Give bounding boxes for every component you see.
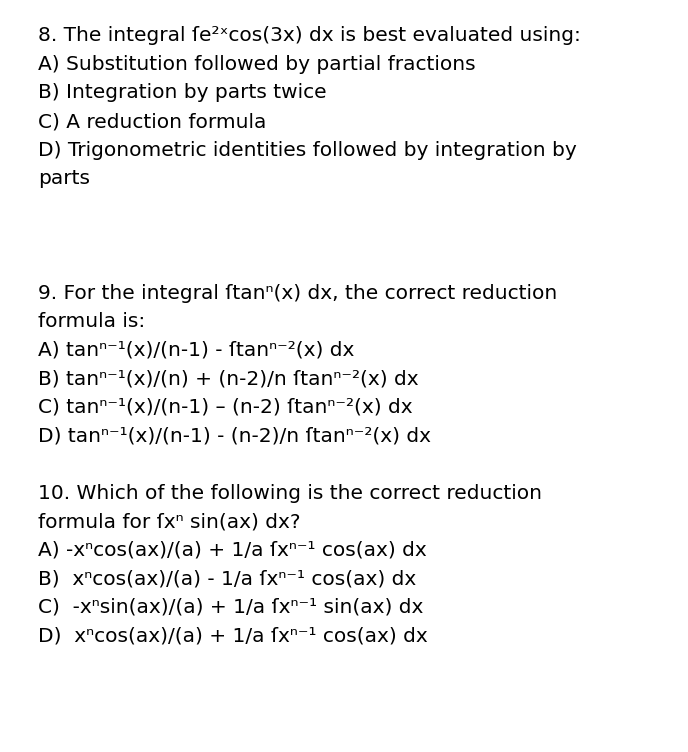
- Text: D) tanⁿ⁻¹(x)/(n-1) - (n-2)/n ſtanⁿ⁻²(x) dx: D) tanⁿ⁻¹(x)/(n-1) - (n-2)/n ſtanⁿ⁻²(x) …: [38, 426, 431, 445]
- Text: A) Substitution followed by partial fractions: A) Substitution followed by partial frac…: [38, 55, 475, 74]
- Text: B)  xⁿcos(ax)/(a) - 1/a ſxⁿ⁻¹ cos(ax) dx: B) xⁿcos(ax)/(a) - 1/a ſxⁿ⁻¹ cos(ax) dx: [38, 569, 416, 588]
- Text: B) tanⁿ⁻¹(x)/(n) + (n-2)/n ſtanⁿ⁻²(x) dx: B) tanⁿ⁻¹(x)/(n) + (n-2)/n ſtanⁿ⁻²(x) dx: [38, 369, 418, 388]
- Text: B) Integration by parts twice: B) Integration by parts twice: [38, 83, 327, 102]
- Text: A) -xⁿcos(ax)/(a) + 1/a ſxⁿ⁻¹ cos(ax) dx: A) -xⁿcos(ax)/(a) + 1/a ſxⁿ⁻¹ cos(ax) dx: [38, 541, 427, 559]
- Text: 10. Which of the following is the correct reduction: 10. Which of the following is the correc…: [38, 484, 542, 502]
- Text: C) tanⁿ⁻¹(x)/(n-1) – (n-2) ſtanⁿ⁻²(x) dx: C) tanⁿ⁻¹(x)/(n-1) – (n-2) ſtanⁿ⁻²(x) dx: [38, 398, 413, 417]
- Text: 9. For the integral ſtanⁿ(x) dx, the correct reduction: 9. For the integral ſtanⁿ(x) dx, the cor…: [38, 284, 557, 302]
- Text: C)  -xⁿsin(ax)/(a) + 1/a ſxⁿ⁻¹ sin(ax) dx: C) -xⁿsin(ax)/(a) + 1/a ſxⁿ⁻¹ sin(ax) dx: [38, 598, 423, 617]
- Text: parts: parts: [38, 169, 90, 188]
- Text: formula for ſxⁿ sin(ax) dx?: formula for ſxⁿ sin(ax) dx?: [38, 512, 301, 531]
- Text: D) Trigonometric identities followed by integration by: D) Trigonometric identities followed by …: [38, 141, 577, 159]
- Text: formula is:: formula is:: [38, 312, 145, 331]
- Text: 8. The integral ſe²ˣcos(3x) dx is best evaluated using:: 8. The integral ſe²ˣcos(3x) dx is best e…: [38, 26, 581, 45]
- Text: A) tanⁿ⁻¹(x)/(n-1) - ſtanⁿ⁻²(x) dx: A) tanⁿ⁻¹(x)/(n-1) - ſtanⁿ⁻²(x) dx: [38, 341, 354, 359]
- Text: D)  xⁿcos(ax)/(a) + 1/a ſxⁿ⁻¹ cos(ax) dx: D) xⁿcos(ax)/(a) + 1/a ſxⁿ⁻¹ cos(ax) dx: [38, 626, 427, 645]
- Text: C) A reduction formula: C) A reduction formula: [38, 112, 266, 131]
